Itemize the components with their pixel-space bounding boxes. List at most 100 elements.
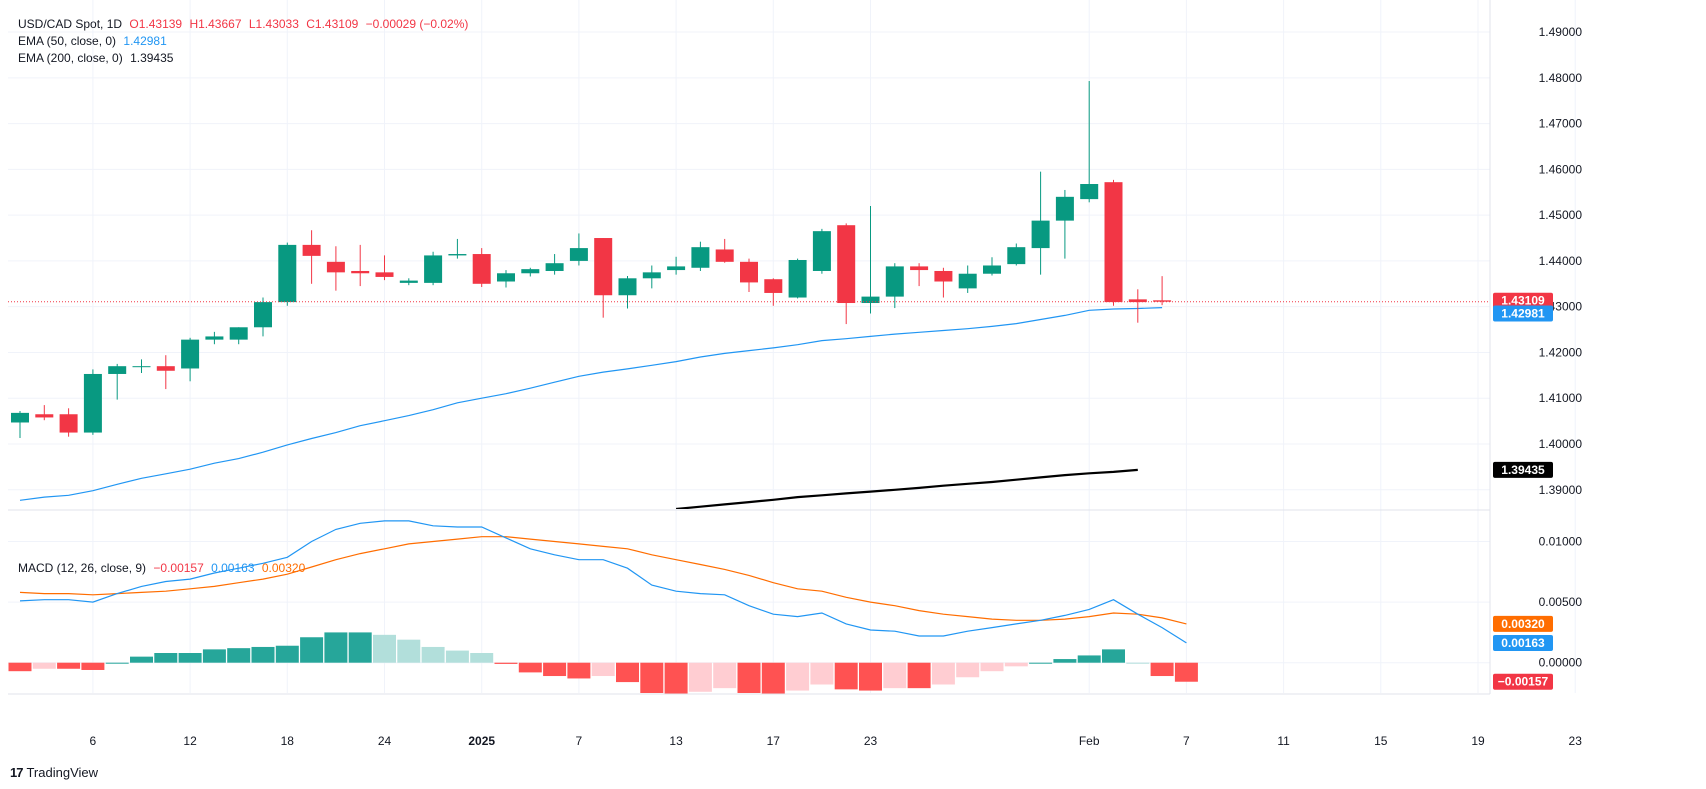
macd-layer <box>8 520 1198 695</box>
candle-body <box>642 272 661 279</box>
time-tick-label: 23 <box>1569 734 1583 748</box>
macd-histogram-bar <box>907 662 931 689</box>
macd-histogram-bar <box>543 662 567 677</box>
ema50-value: 1.42981 <box>123 34 167 48</box>
macd-value-label-bg <box>1493 634 1553 651</box>
ema50-layer <box>19 307 1163 501</box>
macd-histogram-bar <box>931 662 955 685</box>
candle <box>715 238 734 263</box>
time-tick-label: 12 <box>183 734 197 748</box>
ema50-line <box>19 307 1163 501</box>
macd-signal-value: 0.00320 <box>261 561 306 575</box>
candles-layer <box>11 81 1172 439</box>
time-tick-label: 2025 <box>468 734 495 748</box>
close-value: C1.43109 <box>306 17 359 31</box>
price-tick-label: 1.44000 <box>1539 254 1583 268</box>
symbol-label[interactable]: USD/CAD Spot, 1D <box>18 17 123 31</box>
candle <box>618 276 637 309</box>
candle-body <box>59 414 78 433</box>
candle-body <box>715 249 734 262</box>
ema200-legend: EMA (200, close, 0) 1.39435 <box>18 51 177 65</box>
candle-body <box>983 265 1001 274</box>
macd-histogram-bar <box>130 656 153 663</box>
macd-histogram-bar <box>810 662 834 685</box>
candle-body <box>764 279 783 293</box>
candle-body <box>837 225 856 304</box>
candle-body <box>618 278 637 296</box>
candle-body <box>885 266 904 297</box>
ema200-label[interactable]: EMA (200, close, 0) <box>18 51 123 65</box>
candle-body <box>108 366 127 374</box>
macd-tick-label: 0.00000 <box>1539 656 1583 670</box>
candle <box>1031 171 1050 275</box>
macd-histogram-bar <box>1150 662 1174 677</box>
ema200-price-label-text: 1.39435 <box>1501 463 1545 477</box>
macd-tick-label: 0.01000 <box>1539 535 1583 549</box>
candle <box>1153 276 1172 306</box>
time-tick-label: 7 <box>1183 734 1190 748</box>
candle <box>1055 189 1074 259</box>
time-tick-label: 13 <box>669 734 683 748</box>
tradingview-logo[interactable]: 17 TradingView <box>10 765 98 780</box>
candle-body <box>1080 184 1099 200</box>
ema50-price-label-text: 1.42981 <box>1501 307 1545 321</box>
price-tick-label: 1.49000 <box>1539 25 1583 39</box>
open-value: O1.43139 <box>129 17 183 31</box>
candle <box>837 223 856 325</box>
high-value: H1.43667 <box>189 17 242 31</box>
candle <box>35 405 54 421</box>
candle <box>594 238 613 318</box>
candle <box>521 267 540 277</box>
macd-label[interactable]: MACD (12, 26, close, 9) <box>18 561 147 575</box>
macd-histogram-bar <box>105 662 129 664</box>
grid-lines <box>8 0 1576 693</box>
macd-histogram-bar <box>494 662 518 664</box>
candle-body <box>278 244 297 303</box>
price-tick-label: 1.42000 <box>1539 345 1583 359</box>
time-tick-label: 11 <box>1277 734 1290 748</box>
macd-histogram-bar <box>518 662 542 673</box>
macd-histogram-bar <box>227 648 251 663</box>
candle <box>108 363 127 400</box>
candle <box>132 359 151 374</box>
ema200-value: 1.39435 <box>130 51 174 65</box>
price-tick-label: 1.40000 <box>1539 437 1583 451</box>
time-tick-label: 6 <box>90 734 97 748</box>
time-tick-label: 7 <box>576 734 583 748</box>
time-tick-label: 17 <box>767 734 781 748</box>
candle <box>788 258 807 299</box>
ema50-price-label-bg <box>1493 305 1553 322</box>
price-tick-label: 1.48000 <box>1539 71 1583 85</box>
change-value: −0.00029 (−0.02%) <box>365 17 469 31</box>
candle <box>399 278 418 286</box>
candle <box>497 270 515 288</box>
macd-histogram-bar <box>1029 662 1053 664</box>
candle-body <box>424 255 443 283</box>
ema50-price-label: 1.42981 <box>1493 305 1553 322</box>
macd-histogram-bar <box>8 662 32 672</box>
macd-histogram-bar <box>178 653 202 663</box>
ema200-line <box>675 468 1138 509</box>
ema200-price-label-bg <box>1493 461 1553 478</box>
candle <box>302 230 321 284</box>
macd-histogram-bar <box>397 639 421 663</box>
candle-body <box>1055 196 1074 221</box>
candle-body <box>35 414 54 418</box>
ema50-label[interactable]: EMA (50, close, 0) <box>18 34 117 48</box>
candle-body <box>83 373 102 433</box>
signal-value-label-text: 0.00320 <box>1501 617 1545 631</box>
macd-histogram-bar <box>1102 649 1125 663</box>
candle <box>667 256 686 275</box>
macd-histogram-bar <box>445 650 469 663</box>
macd-tick-label: 0.00500 <box>1539 595 1583 609</box>
candle <box>205 331 224 345</box>
candle-body <box>569 248 588 261</box>
candle <box>1104 179 1123 306</box>
time-tick-label: 24 <box>378 734 392 748</box>
macd-histogram-bar <box>859 662 882 691</box>
last-price-label-text: 1.43109 <box>1501 294 1545 308</box>
macd-histogram-bar <box>1077 655 1101 663</box>
price-tick-label: 1.45000 <box>1539 208 1583 222</box>
